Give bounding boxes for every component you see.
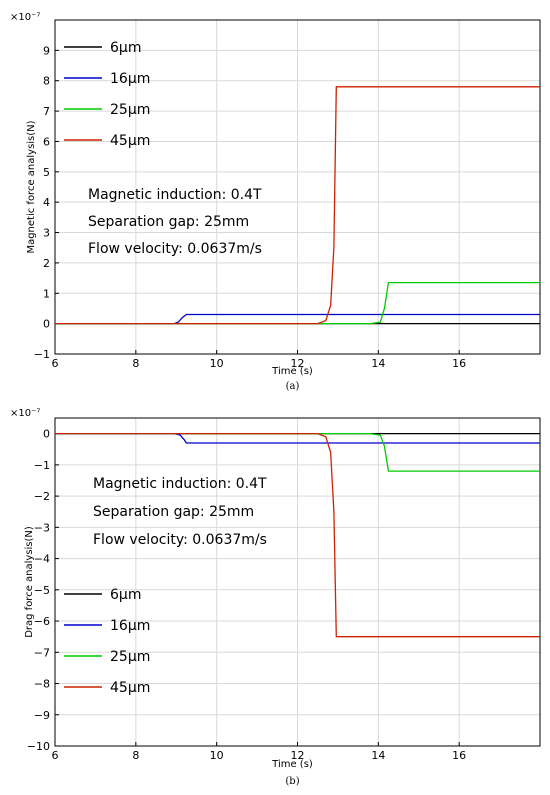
legend-label-16um: 16μm (110, 71, 150, 87)
x-axis-title: Time (s) (271, 366, 313, 377)
legend-label-25um: 25μm (110, 102, 150, 118)
legend-label-25um: 25μm (110, 649, 150, 665)
y-axis-title: Magnetic force analysis(N) (26, 120, 37, 253)
y-tick-label: −6 (34, 615, 50, 628)
y-tick-label: −5 (34, 584, 50, 597)
y-tick-label: −7 (34, 646, 50, 659)
x-tick-label: 12 (291, 357, 305, 370)
y-tick-label: 1 (43, 287, 50, 300)
x-tick-label: 8 (132, 357, 139, 370)
y-tick-label: 0 (43, 318, 50, 331)
y-tick-label: 4 (43, 196, 50, 209)
x-tick-label: 6 (52, 357, 59, 370)
annotation-text: Separation gap: 25mm (93, 504, 254, 520)
annotation-text: Separation gap: 25mm (88, 214, 249, 230)
y-tick-label: −10 (27, 740, 50, 753)
figure-caption: (a) (286, 381, 300, 392)
y-multiplier: ×10⁻⁷ (10, 12, 40, 23)
legend-label-16um: 16μm (110, 618, 150, 634)
x-tick-label: 16 (452, 749, 466, 762)
series-line-45um (55, 86, 540, 325)
y-tick-label: 2 (43, 257, 50, 270)
x-tick-label: 10 (210, 357, 224, 370)
series-line-45um (55, 432, 540, 638)
x-tick-label: 16 (452, 357, 466, 370)
x-tick-label: 8 (132, 749, 139, 762)
y-tick-label: 5 (43, 166, 50, 179)
x-axis-title: Time (s) (271, 759, 313, 770)
legend-label-45um: 45μm (110, 680, 150, 696)
x-tick-label: 12 (291, 749, 305, 762)
legend-label-6um: 6μm (110, 40, 141, 56)
legend-label-45um: 45μm (110, 133, 150, 149)
y-tick-label: 3 (43, 227, 50, 240)
legend-label-6um: 6μm (110, 587, 141, 603)
figure-caption: (b) (285, 776, 299, 787)
y-tick-label: 0 (43, 428, 50, 441)
x-tick-label: 10 (210, 749, 224, 762)
annotation-text: Flow velocity: 0.0637m/s (93, 532, 267, 548)
y-tick-label: −1 (34, 348, 50, 361)
y-tick-label: −8 (34, 678, 50, 691)
y-tick-label: −3 (34, 521, 50, 534)
y-axis-title: Drag force analysis(N) (24, 526, 35, 638)
annotation-text: Flow velocity: 0.0637m/s (88, 241, 262, 257)
y-multiplier: ×10⁻⁷ (10, 408, 40, 419)
annotation-text: Magnetic induction: 0.4T (93, 476, 267, 492)
y-tick-label: 7 (43, 105, 50, 118)
y-tick-label: −2 (34, 490, 50, 503)
x-tick-label: 14 (371, 357, 385, 370)
y-tick-label: −9 (34, 709, 50, 722)
y-tick-label: −1 (34, 459, 50, 472)
y-tick-label: −4 (34, 553, 50, 566)
x-tick-label: 6 (52, 749, 59, 762)
annotation-text: Magnetic induction: 0.4T (88, 187, 262, 203)
y-tick-label: 8 (43, 75, 50, 88)
y-tick-label: 9 (43, 44, 50, 57)
x-tick-label: 14 (371, 749, 385, 762)
chart-b: 6 8 10 12 14 16−10−9−8−7−6−5−4−3−2−10×10⁻⁷Tim… (10, 408, 541, 787)
y-tick-label: 6 (43, 135, 50, 148)
